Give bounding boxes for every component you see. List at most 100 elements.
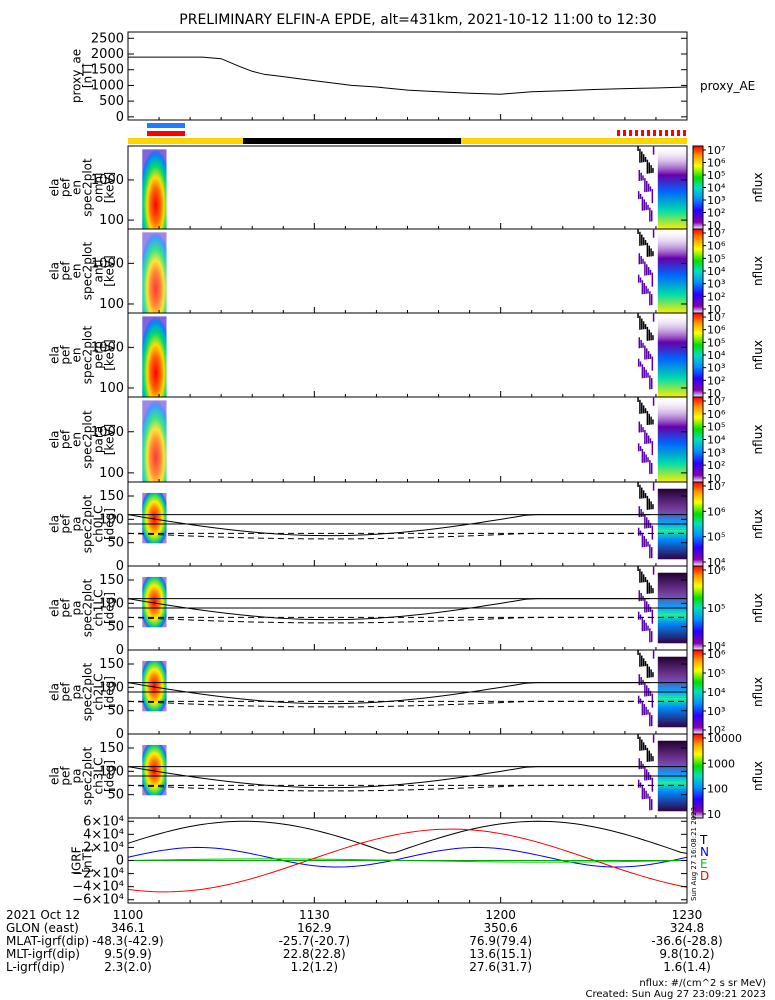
colorbar-label: nflux [751,761,765,791]
y-axis-label-line: ch3LC [92,758,106,795]
data-speck [646,517,648,529]
panel-en_anti: 1001000elapefenspec2plotanti[keV]1010²10… [48,227,766,316]
footer-l-value: 2.3(2.0) [104,960,152,974]
field-aligned-boundary-lower [127,532,650,540]
y-axis-label: proxy_ae[nT] [70,49,95,103]
data-speck [646,663,649,678]
colorbar-tick-label: 10⁶ [707,157,726,170]
y-tick-label: 1000 [91,256,124,271]
data-speck [647,204,649,210]
igrf-legend-n: N [700,845,709,859]
data-speck [645,454,647,463]
y-axis-label-line: para [92,426,106,453]
data-speck [652,251,654,257]
footer-mlt-value: 9.8(10.2) [659,947,714,961]
data-speck [645,790,647,799]
early-spectrogram-block [142,232,167,313]
y-axis-label-line: IGRF [70,846,84,874]
data-speck [644,577,647,583]
late-spectrogram-block [657,229,687,313]
data-speck [644,429,646,444]
data-speck [646,180,648,192]
data-speck [649,269,652,275]
early-pitch-angle-block [142,492,167,544]
data-speck [650,378,653,390]
data-speck [644,598,646,613]
footer-mlat-value: -48.3(-42.9) [92,934,163,948]
footer-mlat-value: -25.7(-20.7) [279,934,350,948]
data-speck [640,593,642,602]
y-tick-label: 50 [107,620,124,635]
data-speck [645,538,647,547]
data-speck [652,335,654,341]
y-tick-label: 2×10⁴ [83,840,124,855]
proxy-ae-right-label: proxy_AE [700,79,755,93]
data-speck [643,199,646,211]
red-dash-segment [617,130,620,136]
colorbar-tick-label: 10² [707,459,725,472]
y-axis-label-line: pef [59,261,73,281]
colorbar-tick-label: 10³ [707,705,725,718]
row-label-mlat: MLAT-igrf(dip) [6,934,89,948]
y-axis-label-line: en [70,432,84,447]
colorbar-tick-label: 10⁴ [707,349,726,362]
y-axis-label-line: [deg] [103,760,117,792]
colorbar: 10 100 1000 10000 nflux [692,732,765,821]
y-axis-label-line: [keV] [103,255,117,286]
data-speck [642,342,644,348]
data-speck [652,397,655,406]
data-speck [652,756,654,762]
field-aligned-boundary-lower [127,784,650,792]
data-speck [644,240,647,246]
y-axis-label-line: ela [48,683,62,701]
data-speck [644,682,646,697]
colorbar-tick-label: 10 [707,472,721,485]
colorbar-gradient [692,649,704,735]
early-pitch-angle-block [142,576,167,628]
data-speck [643,451,646,463]
colorbar-tick-label: 10³ [707,278,725,291]
data-speck [637,566,639,571]
y-axis-label: IGRF[nT] [70,846,95,874]
footer-mlt-value: 13.6(15.1) [469,947,532,961]
panel-pa_ch2: 050100150elapefpaspec2plotch2LC[deg]10²1… [48,648,766,742]
y-tick-label: 150 [99,741,124,756]
y-tick-label: 100 [99,213,124,228]
colorbar-tick-label: 10³ [707,194,725,207]
sparse-data-specks [637,313,655,390]
y-axis-label-line: spec2plot [81,662,95,721]
data-speck [637,695,640,704]
data-speck [637,313,639,318]
data-speck [647,351,650,360]
y-tick-label: 1500 [91,63,124,78]
colorbar-tick-label: 10⁶ [707,324,726,337]
colorbar-tick-label: 10⁵ [707,531,725,544]
row-label-date: 2021 Oct 12 [6,908,80,922]
data-speck [639,568,641,583]
y-tick-label: 50 [107,788,124,803]
data-speck [639,231,641,246]
data-speck [648,413,650,425]
data-speck [643,283,646,295]
data-speck [644,345,646,360]
footer-time-value: 1230 [672,908,703,922]
footer-time-value: 1130 [299,908,330,922]
colorbar-tick-label: 100 [707,783,728,796]
data-speck [649,460,651,475]
data-speck [650,753,652,762]
data-speck [637,358,640,367]
field-aligned-boundary-upper [127,514,650,537]
data-speck [652,229,655,238]
igrf-legend-d: D [700,869,709,883]
colorbar-tick-label: 10⁴ [707,686,726,699]
y-axis-label-line: pef [59,514,73,534]
data-speck [640,509,642,518]
y-tick-label: 150 [99,657,124,672]
y-tick-label: 50 [107,536,124,551]
data-speck [651,272,654,287]
colorbar-tick-label: 10⁷ [707,311,725,324]
panel-en_omni: 1001000elapefenspec2plotomni[keV]1010²10… [48,144,766,232]
data-speck [647,435,650,444]
